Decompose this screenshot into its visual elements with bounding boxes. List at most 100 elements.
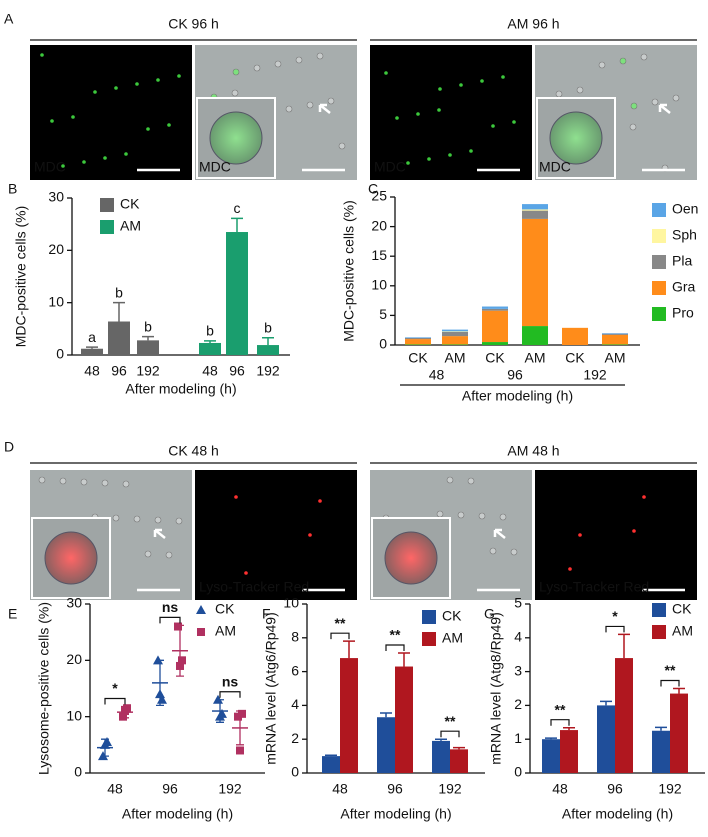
arrow: [318, 103, 331, 114]
x-tick-label: AM: [445, 350, 466, 366]
significance-letter: b: [115, 284, 123, 300]
x-tick-label: 48: [107, 781, 123, 797]
image-label: MDC: [34, 159, 66, 175]
cell: [253, 64, 261, 72]
sd-bar: [176, 624, 184, 677]
legend-swatch: [652, 625, 666, 639]
cell: [50, 119, 54, 123]
cell: [642, 495, 646, 499]
x-tick-label: 48: [552, 781, 568, 797]
y-tick-label: 4: [514, 629, 522, 645]
error-bar: [262, 336, 274, 346]
legend-label: CK: [442, 608, 462, 624]
x-tick-label: AM: [525, 350, 546, 366]
bar: [199, 342, 221, 355]
x-tick-label: 192: [658, 781, 682, 797]
significance-bracket: [660, 679, 680, 687]
cell: [71, 115, 75, 119]
error-bar: [343, 640, 355, 659]
image-label: Lyso-Tracker Red: [199, 579, 309, 595]
significance-letter: c: [234, 200, 241, 216]
panel-label: B: [8, 181, 17, 197]
micrograph: [370, 45, 532, 180]
legend-label: CK: [672, 601, 692, 617]
significance-label: ns: [222, 673, 239, 689]
point: [123, 704, 131, 713]
bar-segment: [442, 331, 468, 337]
y-tick-label: 5: [514, 595, 522, 611]
cell: [124, 152, 128, 156]
significance-label: *: [112, 680, 118, 696]
significance-label: **: [390, 627, 401, 643]
cell: [101, 479, 109, 487]
y-tick-label: 10: [283, 595, 299, 611]
cell: [327, 97, 335, 105]
cell: [167, 123, 171, 127]
legend-label: AM: [672, 623, 693, 639]
bar: [597, 705, 615, 773]
cell: [438, 87, 442, 91]
cell: [103, 156, 107, 160]
significance-bracket: [550, 719, 570, 726]
y-tick-label: 2: [514, 696, 522, 712]
image-label: MDC: [374, 159, 406, 175]
cell: [384, 71, 388, 75]
cell: [234, 495, 238, 499]
significance-letter: b: [206, 323, 214, 339]
y-tick-label: 0: [74, 764, 82, 780]
bar-segment: [522, 326, 548, 345]
cell: [165, 551, 173, 559]
cell: [467, 477, 475, 485]
bar: [652, 730, 670, 773]
error-bar: [398, 652, 410, 667]
legend-label: Gra: [672, 279, 696, 295]
significance-letter: b: [264, 319, 272, 335]
legend-label: Oen: [672, 201, 698, 217]
inset-cell: [549, 111, 603, 165]
arrow: [658, 103, 671, 114]
group-label: 96: [507, 367, 523, 383]
legend-swatch: [422, 610, 436, 624]
cell: [478, 512, 486, 520]
micrograph: [535, 470, 697, 600]
y-tick-label: 15: [371, 247, 387, 263]
group-label: 48: [429, 367, 445, 383]
y-axis-title: mRNA level (Atg8/Rp49): [488, 612, 504, 765]
cell: [114, 86, 118, 90]
point: [217, 708, 227, 718]
point: [174, 622, 182, 631]
x-tick-label: 192: [218, 781, 242, 797]
error-bar: [563, 726, 575, 731]
legend-swatch: [652, 281, 666, 295]
bar: [257, 345, 279, 355]
bar: [615, 658, 633, 773]
significance-label: **: [665, 662, 676, 678]
y-axis-title: Lysosome-positive cells (%): [36, 602, 52, 775]
x-axis-title: After modeling (h): [562, 806, 673, 822]
y-tick-label: 30: [48, 189, 64, 205]
y-tick-label: 10: [371, 277, 387, 293]
bar-segment: [442, 331, 468, 332]
error-bar: [655, 726, 667, 731]
bar-segment: [482, 342, 508, 345]
x-tick-label: CK: [485, 350, 505, 366]
image-label: MDC: [199, 159, 231, 175]
cell: [598, 61, 606, 69]
legend-label: AM: [442, 630, 463, 646]
panel-label: D: [4, 439, 14, 455]
cell: [135, 82, 139, 86]
cell: [59, 477, 67, 485]
significance-bracket: [440, 730, 460, 738]
point: [178, 656, 186, 665]
x-tick-label: 96: [229, 363, 245, 379]
panel-label: A: [4, 11, 14, 27]
legend-swatch: [652, 229, 666, 243]
cell: [177, 74, 181, 78]
cell: [489, 547, 497, 555]
bar: [560, 730, 578, 773]
cell: [156, 78, 160, 82]
legend-label: Pla: [672, 253, 692, 269]
cell: [122, 480, 130, 488]
cell: [175, 517, 183, 525]
legend-marker: [196, 605, 206, 614]
